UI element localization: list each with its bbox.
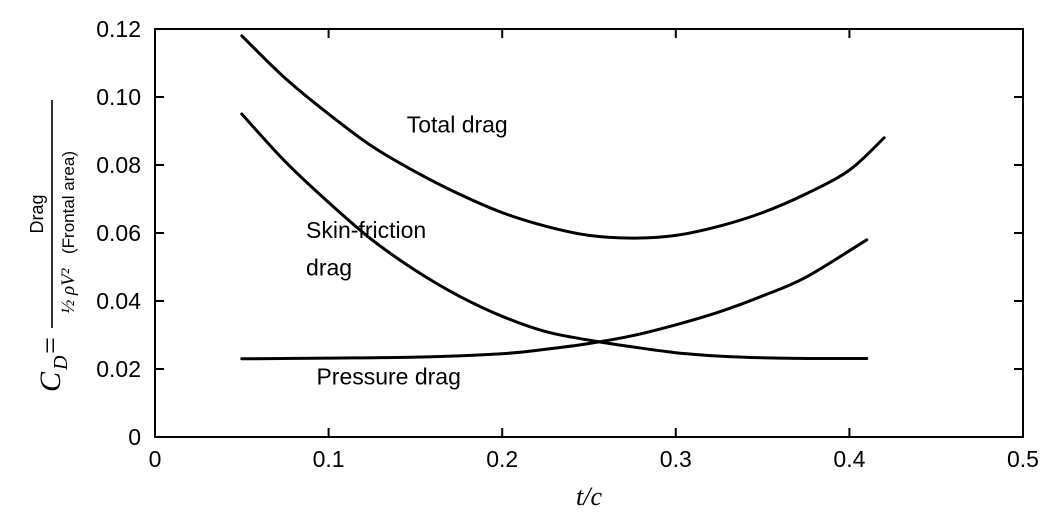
y-label-subscript: D	[50, 355, 72, 371]
curve-annotations: Total drag Skin-friction drag Pressure drag	[306, 112, 508, 390]
y-label-numerator: Drag	[27, 194, 47, 233]
y-label-symbol: C	[34, 371, 67, 392]
y-label-equals: =	[34, 337, 67, 354]
y-axis-label: C D = Drag ½ ρV² (Frontal area)	[27, 100, 79, 392]
curve-label: Total drag	[407, 112, 508, 138]
plot-frame	[154, 28, 1024, 438]
y-tick-label: 0.08	[96, 152, 141, 178]
y-label-denominator-area: (Frontal area)	[59, 151, 78, 254]
curve-label: Skin-friction	[306, 217, 426, 243]
x-tick-label: 0.3	[660, 446, 692, 472]
x-tick-label: 0.5	[1007, 446, 1039, 472]
x-axis-label: t/c	[576, 482, 602, 511]
y-tick-label: 0	[128, 424, 141, 450]
series-line-total-drag	[240, 34, 886, 240]
y-label-denominator-coef: ½ ρV²	[58, 268, 79, 314]
curve-label: drag	[306, 255, 352, 281]
series-curves	[240, 34, 886, 361]
series-line-pressure-drag	[240, 238, 869, 361]
y-tick-labels: 0 0.02 0.04 0.06 0.08 0.10 0.12	[96, 16, 141, 450]
y-tick-label: 0.10	[96, 84, 141, 110]
x-tick-label: 0.4	[833, 446, 865, 472]
y-tick-label: 0.02	[96, 356, 141, 382]
x-tick-labels: 0 0.1 0.2 0.3 0.4 0.5	[149, 446, 1039, 472]
y-tick-label: 0.12	[96, 16, 141, 42]
axis-ticks	[154, 28, 1024, 438]
y-tick-label: 0.04	[96, 288, 141, 314]
x-tick-label: 0	[149, 446, 162, 472]
curve-label: Pressure drag	[316, 363, 460, 389]
x-tick-label: 0.1	[313, 446, 345, 472]
x-tick-label: 0.2	[486, 446, 518, 472]
y-tick-label: 0.06	[96, 220, 141, 246]
series-line-skin-friction-drag	[240, 112, 869, 361]
